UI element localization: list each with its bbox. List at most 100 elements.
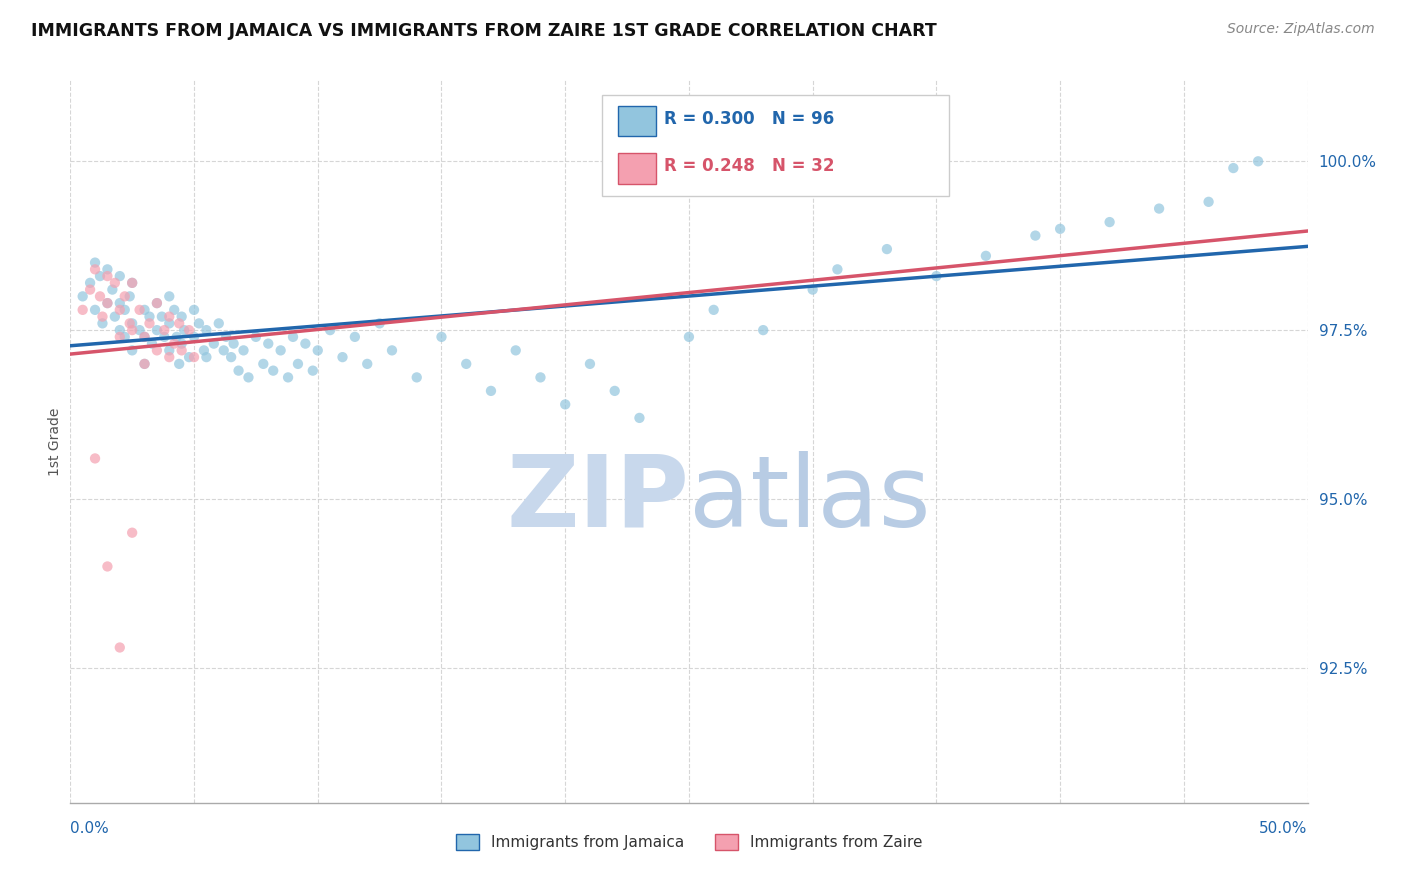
Point xyxy=(91,317,114,331)
Point xyxy=(157,317,180,331)
Point xyxy=(96,296,118,310)
Point xyxy=(294,336,316,351)
Point xyxy=(703,302,725,317)
Point xyxy=(170,343,193,358)
Point xyxy=(121,276,143,290)
Point xyxy=(479,384,502,398)
Point xyxy=(118,289,141,303)
Point xyxy=(208,317,231,331)
Point xyxy=(252,357,274,371)
Point xyxy=(219,350,242,364)
Point xyxy=(96,269,118,284)
Point xyxy=(121,317,143,331)
Point xyxy=(157,350,180,364)
Point xyxy=(319,323,342,337)
Point xyxy=(121,343,143,358)
Point xyxy=(212,343,235,358)
Point xyxy=(91,310,114,324)
Point xyxy=(150,310,173,324)
Point xyxy=(183,302,205,317)
Point xyxy=(1024,228,1046,243)
Point xyxy=(257,336,280,351)
Point xyxy=(925,269,948,284)
Point xyxy=(146,296,169,310)
Point xyxy=(108,323,131,337)
Point xyxy=(177,323,200,337)
Point xyxy=(166,330,188,344)
Point xyxy=(801,283,824,297)
Point xyxy=(121,525,143,540)
Point xyxy=(118,317,141,331)
Point xyxy=(177,350,200,364)
Point xyxy=(141,336,163,351)
Point xyxy=(628,411,651,425)
Point xyxy=(121,276,143,290)
Point xyxy=(1049,222,1071,236)
Point xyxy=(307,343,329,358)
Text: IMMIGRANTS FROM JAMAICA VS IMMIGRANTS FROM ZAIRE 1ST GRADE CORRELATION CHART: IMMIGRANTS FROM JAMAICA VS IMMIGRANTS FR… xyxy=(31,22,936,40)
Point xyxy=(188,317,211,331)
Point xyxy=(138,310,160,324)
Point xyxy=(270,343,292,358)
Point xyxy=(215,330,238,344)
Point xyxy=(72,302,94,317)
FancyBboxPatch shape xyxy=(619,153,655,184)
Point xyxy=(96,559,118,574)
Point xyxy=(228,364,250,378)
FancyBboxPatch shape xyxy=(602,95,949,196)
FancyBboxPatch shape xyxy=(619,105,655,136)
Point xyxy=(277,370,299,384)
Point xyxy=(232,343,254,358)
Point xyxy=(84,262,107,277)
Point xyxy=(287,357,309,371)
Point xyxy=(238,370,260,384)
Point xyxy=(134,357,156,371)
Point xyxy=(157,289,180,303)
Point xyxy=(114,289,136,303)
Point xyxy=(245,330,267,344)
Point xyxy=(163,302,186,317)
Point xyxy=(157,310,180,324)
Point xyxy=(262,364,284,378)
Point xyxy=(101,283,124,297)
Point xyxy=(222,336,245,351)
Point xyxy=(456,357,478,371)
Point xyxy=(752,323,775,337)
Point xyxy=(195,350,218,364)
Point xyxy=(974,249,997,263)
Point xyxy=(163,336,186,351)
Point xyxy=(430,330,453,344)
Point xyxy=(134,330,156,344)
Point xyxy=(183,350,205,364)
Text: Source: ZipAtlas.com: Source: ZipAtlas.com xyxy=(1227,22,1375,37)
Legend: Immigrants from Jamaica, Immigrants from Zaire: Immigrants from Jamaica, Immigrants from… xyxy=(450,829,928,856)
Point xyxy=(603,384,626,398)
Point xyxy=(84,302,107,317)
Point xyxy=(1222,161,1244,175)
Point xyxy=(195,323,218,337)
Point xyxy=(153,323,176,337)
Point xyxy=(193,343,215,358)
Point xyxy=(108,640,131,655)
Point xyxy=(108,330,131,344)
Point xyxy=(134,302,156,317)
Point xyxy=(876,242,898,256)
Point xyxy=(1247,154,1270,169)
Point xyxy=(146,343,169,358)
Point xyxy=(84,255,107,269)
Point xyxy=(167,317,190,331)
Point xyxy=(146,323,169,337)
Point xyxy=(1198,194,1220,209)
Point xyxy=(529,370,551,384)
Text: atlas: atlas xyxy=(689,450,931,548)
Point xyxy=(138,317,160,331)
Point xyxy=(128,323,150,337)
Point xyxy=(381,343,404,358)
Point xyxy=(368,317,391,331)
Point xyxy=(301,364,323,378)
Point xyxy=(332,350,354,364)
Point xyxy=(89,269,111,284)
Point xyxy=(827,262,849,277)
Point xyxy=(96,296,118,310)
Point xyxy=(108,269,131,284)
